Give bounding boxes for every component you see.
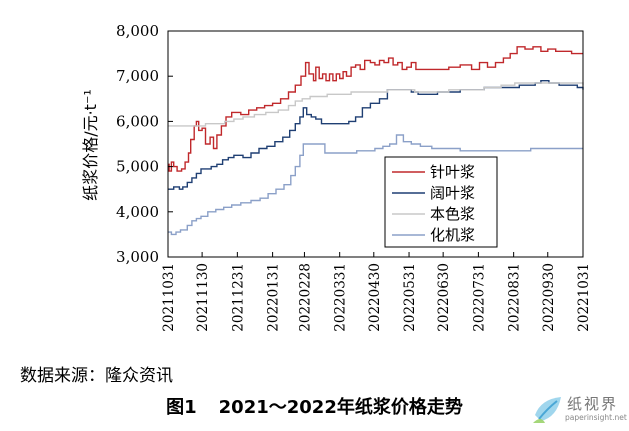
y-axis-label: 纸浆价格/元·t⁻¹ — [81, 89, 100, 201]
data-source-note: 数据来源：隆众资讯 — [20, 366, 173, 386]
plot-frame — [167, 30, 584, 258]
x-tick-label: 20220930 — [541, 263, 557, 332]
x-tick-label: 20220331 — [333, 263, 349, 332]
y-tick-label: 5,000 — [116, 158, 159, 176]
x-tick-label: 20211130 — [195, 263, 211, 332]
x-tick-label: 20211231 — [230, 263, 246, 332]
series-line-4 — [168, 134, 583, 236]
figure-number: 图1 — [166, 397, 197, 418]
watermark-logo: 纸视界 paperinsight.net — [531, 393, 627, 427]
y-tick-label: 7,000 — [116, 67, 159, 85]
y-tick-label: 6,000 — [116, 112, 159, 130]
axes-layer: 3,000 4,000 5,000 6,000 7,000 8,000 20211031 20… — [116, 22, 592, 332]
x-tick-label: 20220131 — [266, 263, 282, 332]
legend-entry: 化机浆 — [430, 226, 475, 244]
figure-title: 2021～2022年纸浆价格走势 — [218, 397, 463, 418]
y-tick-label: 4,000 — [116, 203, 159, 221]
legend-entry: 阔叶浆 — [430, 184, 475, 202]
x-tick-label: 20220831 — [507, 263, 523, 332]
watermark-leaf-icon — [533, 397, 561, 423]
legend-entry: 本色浆 — [430, 205, 475, 223]
watermark-name: 纸视界 — [567, 395, 619, 413]
y-tick-label: 8,000 — [116, 22, 159, 40]
x-tick-label: 20220731 — [471, 263, 487, 332]
y-tick-label: 3,000 — [116, 248, 159, 266]
series-line-1 — [168, 46, 583, 172]
x-tick-label: 20221031 — [576, 263, 592, 332]
x-tick-label: 20220630 — [436, 263, 452, 332]
series-line-3 — [168, 82, 584, 127]
legend-entry: 针叶浆 — [430, 163, 475, 181]
x-tick-label: 20220531 — [402, 263, 418, 332]
x-tick-label: 20220430 — [367, 263, 383, 332]
price-chart: 3,000 4,000 5,000 6,000 7,000 8,000 20211031 20… — [81, 22, 592, 332]
series-layer — [168, 46, 584, 236]
x-tick-label: 20211031 — [161, 263, 177, 332]
figure-caption: 图1 2021～2022年纸浆价格走势 — [0, 393, 629, 419]
series-line-2 — [168, 80, 584, 190]
x-tick-label: 20220228 — [297, 263, 313, 332]
watermark-url: paperinsight.net — [565, 413, 627, 422]
